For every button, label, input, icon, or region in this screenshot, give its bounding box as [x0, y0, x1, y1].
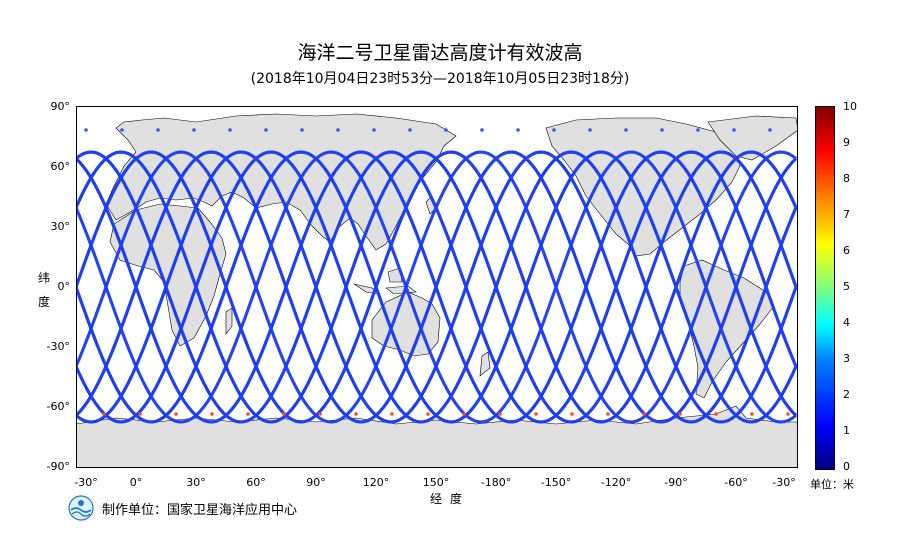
track-point [498, 412, 502, 416]
colorbar [815, 106, 835, 470]
lon-axis-label: 经度 [430, 492, 471, 506]
lon-tick-label: -90° [664, 476, 688, 489]
track-point [228, 128, 232, 132]
lat-tick-label: 30° [50, 220, 71, 233]
swh-map [76, 106, 798, 468]
colorbar-tick-label: 5 [843, 280, 850, 293]
newzealand-island [479, 351, 491, 377]
map-subtitle: (2018年10月04日23时53分—2018年10月05日23时18分) [250, 71, 630, 87]
satellite-tracks [76, 128, 798, 424]
colorbar-unit-label: 单位：米 [810, 478, 854, 491]
track-point [516, 128, 520, 132]
lon-tick-label: 150° [422, 476, 450, 489]
lat-tick-label: 0° [57, 280, 71, 293]
colorbar-tick-label: 9 [843, 136, 850, 149]
lon-tick-label: -150° [540, 476, 572, 489]
lat-tick-label: -30° [46, 340, 70, 353]
lon-tick-label: -30° [772, 476, 796, 489]
track-point [192, 128, 196, 132]
track-point [156, 128, 160, 132]
colorbar-tick-label: 8 [843, 172, 850, 185]
map-panel [76, 106, 798, 468]
track-point [696, 128, 700, 132]
lon-tick-label: 90° [306, 476, 326, 489]
track-point [588, 128, 592, 132]
track-point [480, 128, 484, 132]
track-point [408, 128, 412, 132]
map-title: 海洋二号卫星雷达高度计有效波高 [297, 42, 583, 64]
colorbar-tick-label: 0 [843, 460, 850, 473]
track-point [642, 412, 646, 416]
track-point [390, 412, 394, 416]
ground-track [76, 150, 798, 424]
lon-tick-label: 0° [129, 476, 143, 489]
track-point [462, 412, 466, 416]
madagascar [225, 307, 233, 335]
track-point [372, 128, 376, 132]
track-point [174, 412, 178, 416]
colorbar-tick-label: 3 [843, 352, 850, 365]
track-point [300, 128, 304, 132]
track-point [246, 412, 250, 416]
track-point [606, 412, 610, 416]
track-point [660, 128, 664, 132]
greenland-landmass [707, 115, 798, 161]
track-point [102, 412, 106, 416]
lat-tick-label: 90° [50, 100, 71, 113]
track-point [84, 128, 88, 132]
track-point [714, 412, 718, 416]
track-point [786, 412, 790, 416]
track-point [336, 128, 340, 132]
track-point [318, 412, 322, 416]
track-point [750, 412, 754, 416]
track-point [282, 412, 286, 416]
producer-label: 制作单位：国家卫星海洋应用中心 [102, 502, 298, 518]
track-point [732, 128, 736, 132]
lat-axis-label: 纬度 [38, 271, 51, 309]
track-point [444, 128, 448, 132]
track-point [570, 412, 574, 416]
track-point [534, 412, 538, 416]
colorbar-tick-label: 6 [843, 244, 850, 257]
colorbar-tick-label: 2 [843, 388, 850, 401]
lon-tick-label: 60° [246, 476, 266, 489]
track-point [264, 128, 268, 132]
lat-tick-label: 60° [50, 160, 71, 173]
lat-tick-label: -90° [46, 460, 70, 473]
lon-tick-label: 120° [362, 476, 390, 489]
nsoas-logo-icon [68, 495, 94, 521]
ground-track [76, 150, 798, 424]
track-point [768, 128, 772, 132]
lon-tick-label: -30° [74, 476, 98, 489]
track-point [426, 412, 430, 416]
colorbar-tick-label: 4 [843, 316, 850, 329]
track-point [678, 412, 682, 416]
track-point [210, 412, 214, 416]
track-point [138, 412, 142, 416]
track-point [354, 412, 358, 416]
lon-tick-label: 30° [186, 476, 206, 489]
track-point [624, 128, 628, 132]
colorbar-tick-label: 1 [843, 424, 850, 437]
lon-tick-label: -60° [724, 476, 748, 489]
lon-tick-label: -180° [480, 476, 512, 489]
lat-tick-label: -60° [46, 400, 70, 413]
lon-tick-label: -120° [600, 476, 632, 489]
map-frame [76, 106, 798, 468]
producer-footer: 制作单位：国家卫星海洋应用中心 [68, 493, 297, 523]
track-point [120, 128, 124, 132]
colorbar-tick-label: 10 [843, 100, 857, 113]
track-point [552, 128, 556, 132]
colorbar-tick-label: 7 [843, 208, 850, 221]
